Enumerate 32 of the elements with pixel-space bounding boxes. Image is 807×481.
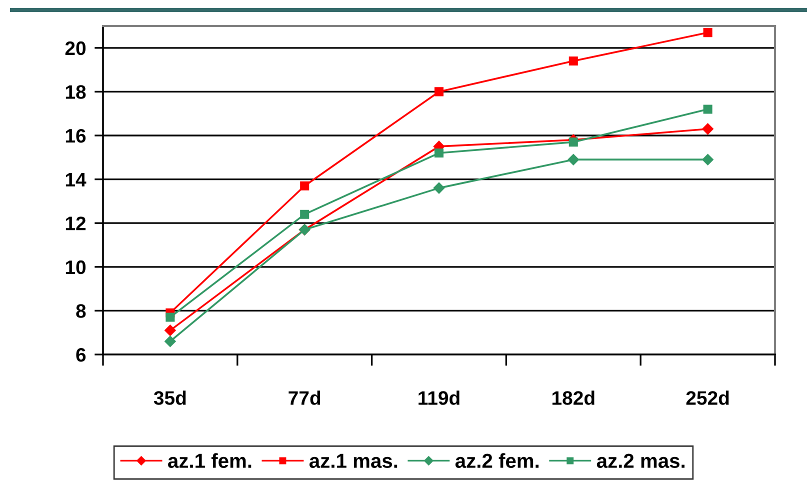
y-tick-label: 12	[66, 216, 86, 230]
point	[300, 181, 310, 190]
y-tick-label: 10	[66, 260, 86, 274]
x-tick-label: 35d	[154, 390, 186, 405]
point	[166, 312, 175, 322]
legend-label: az.2 fem.	[455, 453, 539, 468]
y-tick-label: 6	[76, 348, 86, 362]
point	[702, 154, 714, 166]
point	[300, 210, 310, 219]
point	[703, 28, 712, 38]
legend-label: az.2 mas.	[596, 454, 684, 468]
point	[164, 336, 176, 347]
point	[434, 148, 444, 158]
x-tick-label: 252d	[686, 390, 729, 405]
point	[164, 324, 176, 336]
y-tick-label: 14	[66, 172, 86, 186]
y-tick-label: 18	[66, 85, 86, 99]
legend-label: az.1 fem.	[168, 453, 252, 468]
point	[702, 123, 714, 135]
legend-label: az.1 mas.	[310, 454, 398, 468]
point	[568, 154, 580, 166]
y-tick-label: 16	[66, 128, 86, 143]
x-tick-label: 182d	[552, 390, 594, 405]
x-tick-label: 77d	[288, 390, 320, 405]
point	[568, 56, 578, 66]
y-tick-label: 20	[65, 41, 86, 56]
x-tick-label: 119d	[418, 390, 460, 405]
point	[703, 104, 712, 114]
y-tick-label: 8	[76, 304, 86, 318]
point	[568, 138, 578, 147]
point	[433, 182, 445, 194]
point	[434, 87, 444, 96]
